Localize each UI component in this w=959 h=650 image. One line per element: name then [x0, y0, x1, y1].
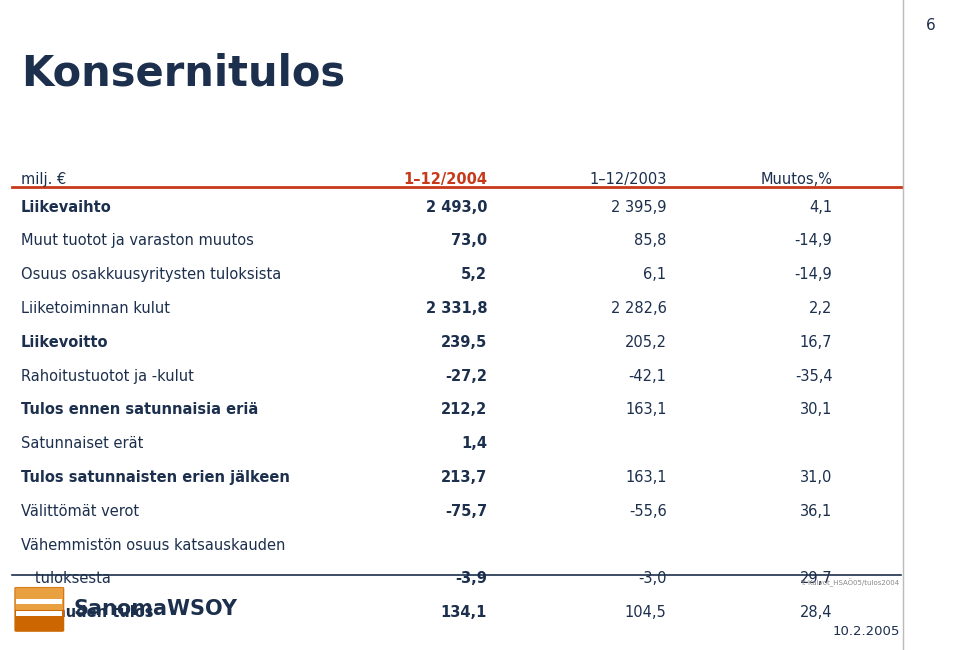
Text: milj. €: milj. € — [21, 172, 66, 187]
Text: 239,5: 239,5 — [441, 335, 487, 350]
Text: Satunnaiset erät: Satunnaiset erät — [21, 436, 144, 451]
Text: 6: 6 — [925, 18, 935, 33]
Text: Osuus osakkuusyritysten tuloksista: Osuus osakkuusyritysten tuloksista — [21, 267, 281, 282]
Text: Muut tuotot ja varaston muutos: Muut tuotot ja varaston muutos — [21, 233, 254, 248]
Text: -75,7: -75,7 — [445, 504, 487, 519]
Text: 6,1: 6,1 — [643, 267, 667, 282]
Text: 1–12/2003: 1–12/2003 — [589, 172, 667, 187]
Text: -27,2: -27,2 — [445, 369, 487, 383]
Text: -14,9: -14,9 — [795, 267, 832, 282]
Text: -55,6: -55,6 — [629, 504, 667, 519]
Text: Konsernitulos: Konsernitulos — [21, 52, 345, 94]
Text: 163,1: 163,1 — [625, 470, 667, 485]
Text: 205,2: 205,2 — [624, 335, 667, 350]
Text: 1–12/2004: 1–12/2004 — [403, 172, 487, 187]
Text: 104,5: 104,5 — [624, 605, 667, 620]
Bar — [16, 599, 62, 605]
Text: 31,0: 31,0 — [800, 470, 832, 485]
Text: 30,1: 30,1 — [800, 402, 832, 417]
Text: 2 493,0: 2 493,0 — [426, 200, 487, 214]
Text: 134,1: 134,1 — [441, 605, 487, 620]
Text: Y: Kalvot_HSAÖ05/tulos2004: Y: Kalvot_HSAÖ05/tulos2004 — [801, 578, 900, 587]
Text: -3,0: -3,0 — [638, 571, 667, 586]
Text: Liikevaihto: Liikevaihto — [21, 200, 112, 214]
Text: 10.2.2005: 10.2.2005 — [832, 625, 900, 638]
Text: Välittömät verot: Välittömät verot — [21, 504, 139, 519]
Text: 163,1: 163,1 — [625, 402, 667, 417]
Text: 212,2: 212,2 — [441, 402, 487, 417]
Text: Tilikauden tulos: Tilikauden tulos — [21, 605, 153, 620]
Text: 16,7: 16,7 — [800, 335, 832, 350]
Text: tuloksesta: tuloksesta — [21, 571, 111, 586]
Text: 2,2: 2,2 — [809, 301, 832, 316]
Text: Tulos satunnaisten erien jälkeen: Tulos satunnaisten erien jälkeen — [21, 470, 290, 485]
Text: 73,0: 73,0 — [451, 233, 487, 248]
Text: Muutos,%: Muutos,% — [760, 172, 832, 187]
Text: 85,8: 85,8 — [634, 233, 667, 248]
Text: 5,2: 5,2 — [461, 267, 487, 282]
Text: 36,1: 36,1 — [800, 504, 832, 519]
Text: 213,7: 213,7 — [441, 470, 487, 485]
Text: Tulos ennen satunnaisia eriä: Tulos ennen satunnaisia eriä — [21, 402, 258, 417]
Text: -14,9: -14,9 — [795, 233, 832, 248]
Text: 28,4: 28,4 — [800, 605, 832, 620]
FancyBboxPatch shape — [15, 588, 63, 610]
FancyBboxPatch shape — [14, 587, 64, 632]
Text: -3,9: -3,9 — [456, 571, 487, 586]
Text: SanomaWSOY: SanomaWSOY — [74, 599, 238, 619]
Text: 2 395,9: 2 395,9 — [611, 200, 667, 214]
Text: Liiketoiminnan kulut: Liiketoiminnan kulut — [21, 301, 170, 316]
Text: 29,7: 29,7 — [800, 571, 832, 586]
Text: Liikevoitto: Liikevoitto — [21, 335, 108, 350]
Text: 4,1: 4,1 — [809, 200, 832, 214]
Bar — [16, 610, 62, 616]
Text: 2 282,6: 2 282,6 — [611, 301, 667, 316]
Text: -42,1: -42,1 — [629, 369, 667, 383]
Text: 1,4: 1,4 — [461, 436, 487, 451]
Text: Rahoitustuotot ja -kulut: Rahoitustuotot ja -kulut — [21, 369, 194, 383]
Text: 2 331,8: 2 331,8 — [426, 301, 487, 316]
Text: Vähemmistön osuus katsauskauden: Vähemmistön osuus katsauskauden — [21, 538, 286, 552]
Text: -35,4: -35,4 — [795, 369, 832, 383]
